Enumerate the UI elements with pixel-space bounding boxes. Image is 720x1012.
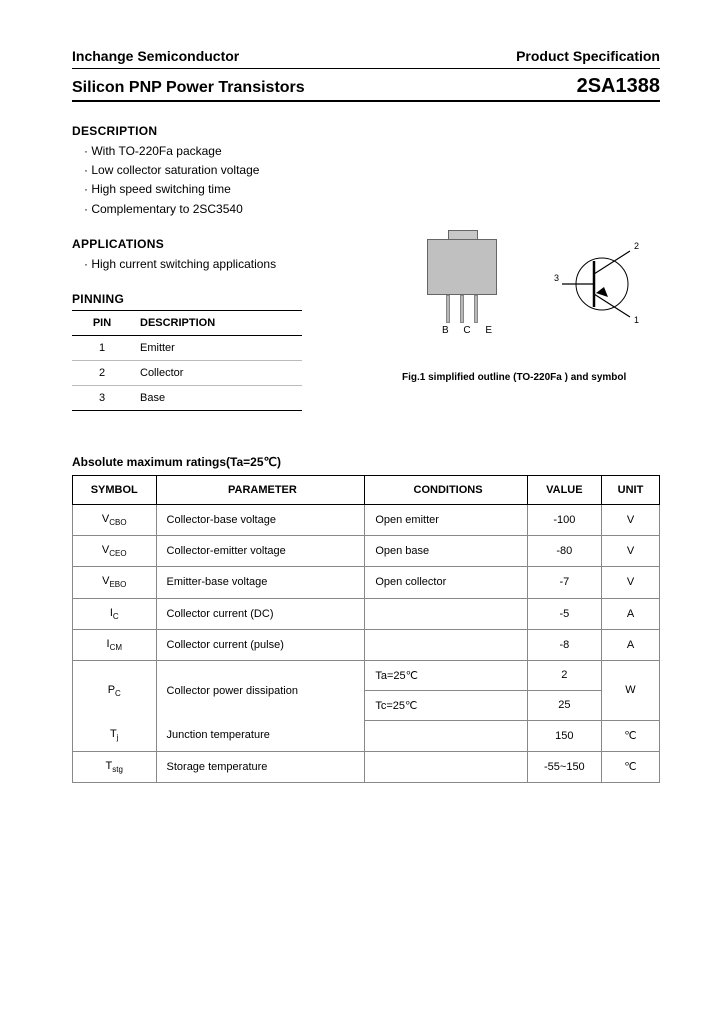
lead-labels: B C E: [428, 325, 512, 336]
table-row: IC Collector current (DC) -5 A: [73, 598, 660, 629]
pinning-heading: PINNING: [72, 292, 372, 306]
package-body-icon: [427, 239, 497, 295]
page-header: Inchange Semiconductor Product Specifica…: [72, 48, 660, 64]
table-row: Tj Junction temperature 150 ℃: [73, 720, 660, 751]
table-row: SYMBOL PARAMETER CONDITIONS VALUE UNIT: [73, 475, 660, 504]
applications-heading: APPLICATIONS: [72, 237, 372, 251]
doc-type: Product Specification: [516, 48, 660, 64]
col-pin: PIN: [72, 310, 132, 335]
transistor-symbol-icon: 3 2 1: [552, 239, 662, 329]
svg-text:3: 3: [554, 273, 559, 283]
title-rule: [72, 100, 660, 102]
col-desc: DESCRIPTION: [132, 310, 302, 335]
pinning-table: PIN DESCRIPTION 1 Emitter 2 Collector 3 …: [72, 310, 302, 411]
svg-text:1: 1: [634, 315, 639, 325]
table-row: VCBO Collector-base voltage Open emitter…: [73, 504, 660, 535]
desc-item: · High speed switching time: [84, 180, 372, 199]
description-list: · With TO-220Fa package · Low collector …: [72, 142, 372, 219]
col-conditions: CONDITIONS: [365, 475, 527, 504]
description-heading: DESCRIPTION: [72, 124, 372, 138]
desc-item: · Low collector saturation voltage: [84, 161, 372, 180]
package-tab-icon: [448, 230, 478, 240]
app-item: · High current switching applications: [84, 255, 372, 274]
package-drawing: B C E: [412, 239, 512, 336]
product-title: Silicon PNP Power Transistors: [72, 79, 305, 97]
col-unit: UNIT: [601, 475, 659, 504]
table-row: PC Collector power dissipation Ta=25℃ 2 …: [73, 660, 660, 690]
table-row: 2 Collector: [72, 360, 302, 385]
table-row: ICM Collector current (pulse) -8 A: [73, 629, 660, 660]
table-row: 3 Base: [72, 385, 302, 410]
ratings-table: SYMBOL PARAMETER CONDITIONS VALUE UNIT V…: [72, 475, 660, 783]
figure-caption: Fig.1 simplified outline (TO-220Fa ) and…: [402, 372, 692, 383]
title-row: Silicon PNP Power Transistors 2SA1388: [72, 75, 660, 98]
desc-item: · With TO-220Fa package: [84, 142, 372, 161]
applications-list: · High current switching applications: [72, 255, 372, 274]
ratings-heading: Absolute maximum ratings(Ta=25℃): [72, 455, 660, 469]
table-row: VEBO Emitter-base voltage Open collector…: [73, 567, 660, 598]
col-parameter: PARAMETER: [156, 475, 365, 504]
table-row: 1 Emitter: [72, 335, 302, 360]
col-symbol: SYMBOL: [73, 475, 157, 504]
svg-text:2: 2: [634, 241, 639, 251]
table-row: Tstg Storage temperature -55~150 ℃: [73, 751, 660, 782]
col-value: VALUE: [527, 475, 601, 504]
part-number: 2SA1388: [577, 75, 660, 98]
header-rule: [72, 68, 660, 69]
table-row: PIN DESCRIPTION: [72, 310, 302, 335]
desc-item: · Complementary to 2SC3540: [84, 200, 372, 219]
company-name: Inchange Semiconductor: [72, 48, 239, 64]
table-row: VCEO Collector-emitter voltage Open base…: [73, 536, 660, 567]
package-leads-icon: [412, 295, 512, 323]
